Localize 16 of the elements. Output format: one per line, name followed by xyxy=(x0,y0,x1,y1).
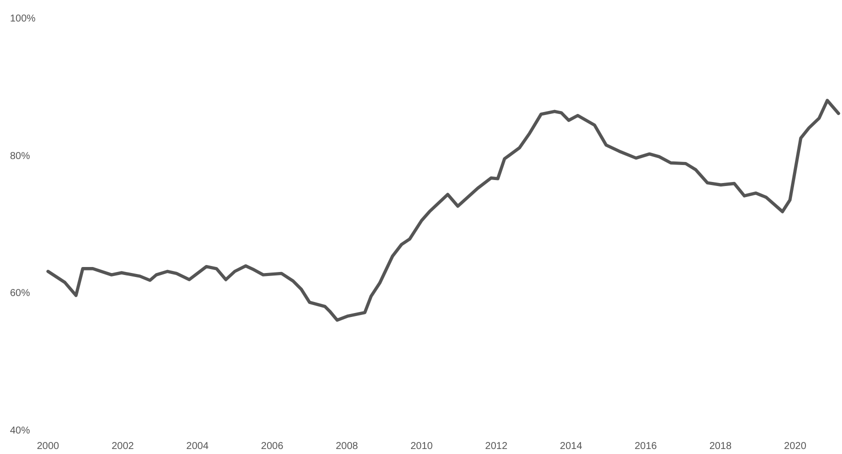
x-tick-label: 2020 xyxy=(784,441,807,452)
x-tick-label: 2010 xyxy=(410,441,434,452)
x-tick-label: 2014 xyxy=(560,441,583,452)
x-tick-label: 2008 xyxy=(336,441,358,452)
y-tick-label: 100% xyxy=(10,14,36,24)
x-tick-label: 2018 xyxy=(709,441,732,452)
x-tick-label: 2000 xyxy=(36,441,60,452)
x-tick-label: 2016 xyxy=(634,441,658,452)
x-tick-label: 2004 xyxy=(186,441,209,452)
y-tick-label: 80% xyxy=(10,150,30,162)
x-tick-label: 2002 xyxy=(112,441,134,452)
y-tick-label: 60% xyxy=(10,288,30,300)
line-series xyxy=(46,98,840,322)
x-tick-label: 2012 xyxy=(485,441,508,452)
x-tick-label: 2006 xyxy=(261,441,284,452)
y-tick-label: 40% xyxy=(10,426,30,436)
